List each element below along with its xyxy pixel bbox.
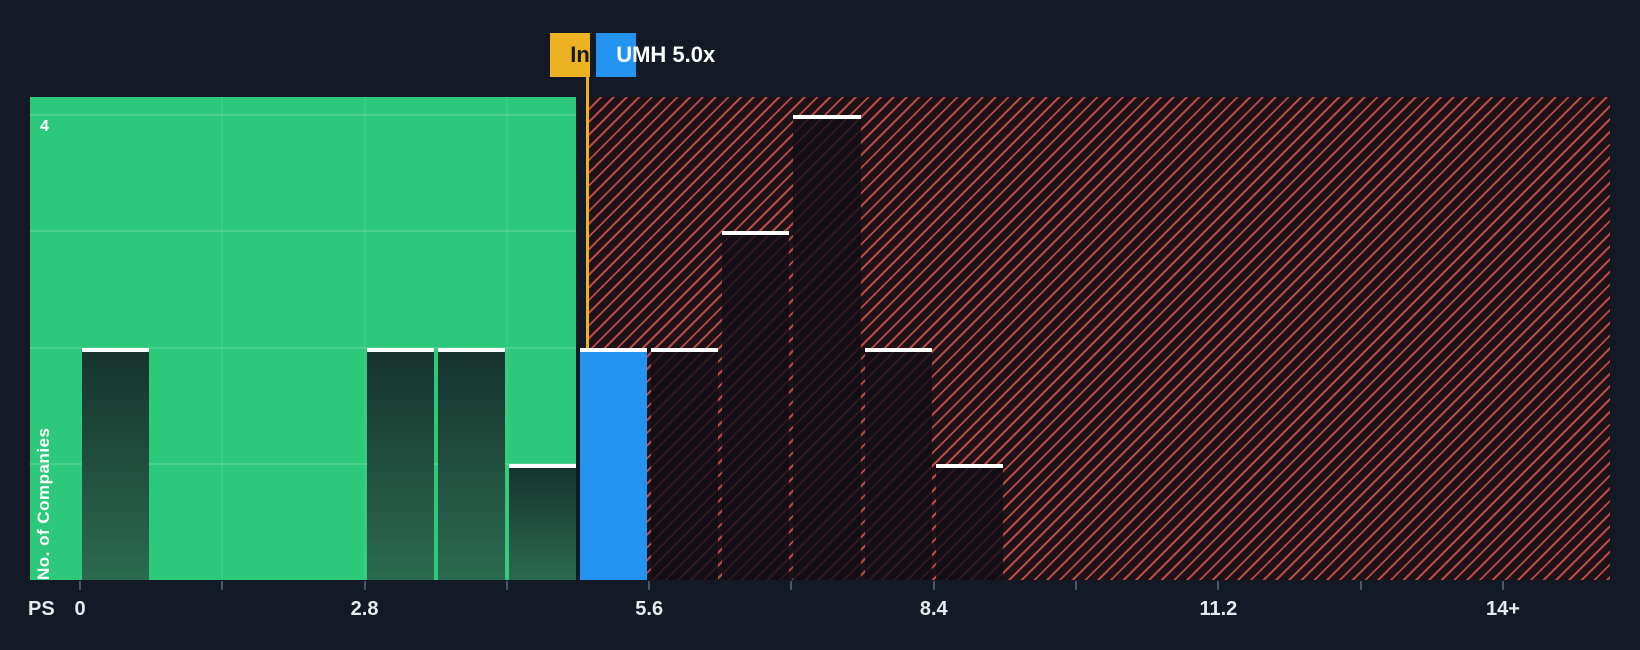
umh-bar[interactable] (580, 347, 648, 580)
gridline (30, 346, 577, 349)
gridline (30, 462, 577, 465)
x-axis-tick (1501, 581, 1504, 590)
gridline (363, 97, 366, 580)
histogram-bar[interactable] (651, 347, 719, 580)
x-tick-label: 8.4 (919, 598, 948, 620)
x-tick-label: 11.2 (1199, 598, 1238, 620)
x-tick-label: 0 (74, 598, 86, 620)
x-axis-tick (79, 581, 81, 590)
histogram-bar[interactable] (864, 347, 932, 580)
x-axis-title: PS (28, 598, 55, 620)
histogram-bar[interactable] (793, 115, 861, 580)
x-axis-tick (363, 581, 366, 590)
histogram-bar[interactable] (366, 347, 434, 580)
x-axis-tick (221, 581, 224, 590)
gridline (505, 97, 508, 580)
x-axis-tick (505, 581, 508, 590)
histogram-bar[interactable] (935, 463, 1003, 580)
y-axis-title: No. of Companies (34, 427, 53, 580)
x-tick-label: 2.8 (350, 598, 379, 620)
industry-avg-callout: Industry Avg. 5.0x (550, 33, 758, 77)
histogram-bar[interactable] (722, 231, 790, 580)
umh-callout: UMH 5.0x (596, 33, 715, 77)
gridline (30, 114, 577, 116)
x-axis-tick (932, 581, 935, 590)
x-tick-label: 5.6 (635, 598, 664, 620)
gridline (30, 230, 577, 233)
x-axis-tick (1217, 581, 1220, 590)
x-axis-tick (1359, 581, 1362, 590)
umh-label: UMH 5.0x (616, 42, 716, 67)
x-tick-label: 14+ (1485, 598, 1520, 620)
histogram-bar[interactable] (82, 347, 150, 580)
x-axis-tick (648, 581, 651, 590)
x-axis-tick (1075, 581, 1078, 590)
x-axis-tick (790, 581, 793, 590)
industry-avg-line (586, 77, 590, 348)
gridline (221, 97, 224, 580)
histogram-bar[interactable] (508, 463, 577, 580)
histogram-bar[interactable] (437, 347, 505, 580)
y-axis-max-label: 4 (40, 118, 49, 135)
